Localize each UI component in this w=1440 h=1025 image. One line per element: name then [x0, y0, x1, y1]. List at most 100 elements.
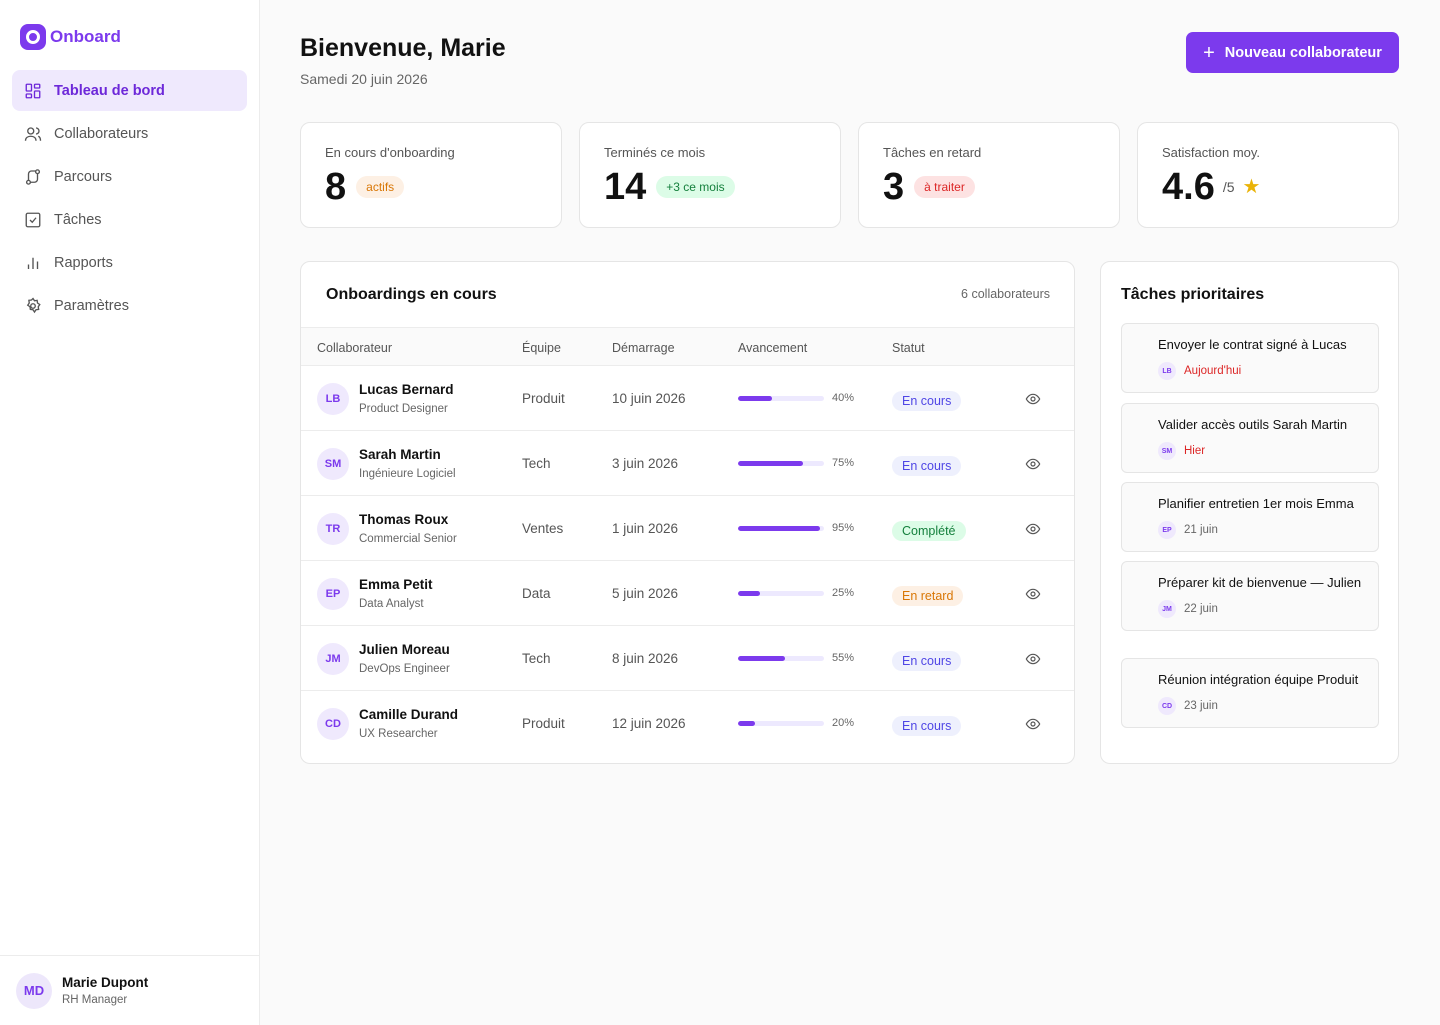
sidebar-item-label: Paramètres — [54, 297, 129, 314]
stat-card-in-progress: En cours d'onboarding 8 actifs — [300, 122, 562, 228]
start-date: 3 juin 2026 — [612, 456, 679, 471]
sidebar-item-parametres[interactable]: Paramètres — [12, 285, 247, 326]
progress-bar — [738, 591, 824, 596]
avatar: MD — [16, 972, 52, 1009]
status-badge: En cours — [892, 651, 962, 671]
plus-icon: + — [1203, 41, 1215, 64]
eye-icon[interactable] — [1025, 521, 1041, 537]
avatar: LB — [1158, 362, 1176, 380]
stat-badge: actifs — [356, 176, 405, 198]
team: Tech — [522, 456, 551, 471]
task-card[interactable]: Envoyer le contrat signé à Lucas LB Aujo… — [1121, 323, 1379, 393]
task-card[interactable]: Réunion intégration équipe Produit CD 23… — [1121, 658, 1379, 728]
collaborator-role: Product Designer — [359, 403, 448, 415]
eye-icon[interactable] — [1025, 456, 1041, 472]
progress-percent: 55% — [832, 652, 855, 664]
avatar: SM — [317, 448, 349, 480]
page-date: Samedi 20 juin 2026 — [300, 71, 428, 87]
task-due: Aujourd'hui — [1184, 365, 1242, 377]
task-due: 21 juin — [1184, 524, 1218, 536]
progress-bar — [738, 721, 824, 726]
table-row[interactable]: JM Julien Moreau DevOps Engineer Tech 8 … — [301, 626, 1074, 691]
table-header: Collaborateur Équipe Démarrage Avancemen… — [301, 327, 1074, 366]
sidebar-nav: Tableau de bord Collaborateurs Parcours … — [12, 70, 247, 328]
progress-bar — [738, 526, 824, 531]
task-title: Envoyer le contrat signé à Lucas — [1158, 337, 1347, 352]
eye-icon[interactable] — [1025, 586, 1041, 602]
progress-percent: 75% — [832, 457, 855, 469]
team: Ventes — [522, 521, 564, 536]
table-body: LB Lucas Bernard Product Designer Produi… — [301, 366, 1074, 756]
users-icon — [24, 125, 42, 143]
collaborator-name: Camille Durand — [359, 707, 459, 722]
sidebar-item-rapports[interactable]: Rapports — [12, 242, 247, 283]
table-row[interactable]: CD Camille Durand UX Researcher Produit … — [301, 691, 1074, 756]
sidebar-item-label: Parcours — [54, 168, 113, 185]
column-header: Équipe — [522, 341, 561, 355]
stat-badge: +3 ce mois — [656, 176, 735, 198]
panel-title: Onboardings en cours — [326, 286, 497, 303]
stat-value: 3 — [883, 166, 905, 208]
task-card[interactable]: Planifier entretien 1er mois Emma EP 21 … — [1121, 482, 1379, 552]
start-date: 12 juin 2026 — [612, 716, 686, 731]
progress-bar — [738, 461, 824, 466]
column-header: Collaborateur — [317, 341, 393, 355]
new-collaborator-label: Nouveau collaborateur — [1224, 44, 1382, 61]
collaborator-name: Thomas Roux — [359, 512, 449, 527]
sidebar-item-tableau-de-bord[interactable]: Tableau de bord — [12, 70, 247, 111]
avatar: CD — [1158, 697, 1176, 715]
avatar: LB — [317, 383, 349, 415]
current-user[interactable]: MD Marie Dupont RH Manager — [0, 955, 259, 1025]
task-card[interactable]: Valider accès outils Sarah Martin SM Hie… — [1121, 403, 1379, 473]
avatar: CD — [317, 708, 349, 740]
task-due: 23 juin — [1184, 700, 1218, 712]
progress-percent: 40% — [832, 392, 855, 404]
avatar: EP — [1158, 521, 1176, 539]
team: Produit — [522, 391, 565, 406]
table-row[interactable]: LB Lucas Bernard Product Designer Produi… — [301, 366, 1074, 431]
stat-value: 8 — [325, 166, 347, 208]
sidebar-item-taches[interactable]: Tâches — [12, 199, 247, 240]
logo-icon — [20, 24, 46, 50]
user-name: Marie Dupont — [62, 975, 149, 990]
priority-tasks-panel: Tâches prioritaires Envoyer le contrat s… — [1100, 261, 1399, 764]
star-icon: ★ — [1242, 176, 1261, 198]
eye-icon[interactable] — [1025, 651, 1041, 667]
grid-icon — [24, 82, 42, 100]
collaborator-name: Sarah Martin — [359, 447, 441, 462]
status-badge: En retard — [892, 586, 964, 606]
task-due: 22 juin — [1184, 603, 1218, 615]
eye-icon[interactable] — [1025, 716, 1041, 732]
avatar: SM — [1158, 442, 1176, 460]
status-badge: En cours — [892, 391, 962, 411]
progress-bar — [738, 396, 824, 401]
stat-suffix: /5 — [1222, 179, 1235, 195]
table-row[interactable]: TR Thomas Roux Commercial Senior Ventes … — [301, 496, 1074, 561]
stat-badge: à traiter — [914, 176, 975, 198]
sidebar: Onboard Tableau de bord Collaborateurs P… — [0, 0, 260, 1025]
brand[interactable]: Onboard — [20, 24, 121, 50]
sidebar-item-parcours[interactable]: Parcours — [12, 156, 247, 197]
collaborator-count: 6 collaborateurs — [961, 287, 1050, 301]
new-collaborator-button[interactable]: + Nouveau collaborateur — [1186, 32, 1399, 73]
collaborator-name: Lucas Bernard — [359, 382, 454, 397]
brand-name: Onboard — [50, 27, 121, 46]
sidebar-item-label: Rapports — [54, 254, 113, 271]
table-row[interactable]: EP Emma Petit Data Analyst Data 5 juin 2… — [301, 561, 1074, 626]
stat-card-overdue: Tâches en retard 3 à traiter — [858, 122, 1120, 228]
eye-icon[interactable] — [1025, 391, 1041, 407]
sidebar-item-label: Tableau de bord — [54, 82, 165, 99]
sidebar-item-collaborateurs[interactable]: Collaborateurs — [12, 113, 247, 154]
task-due: Hier — [1184, 445, 1206, 457]
start-date: 5 juin 2026 — [612, 586, 679, 601]
panel-title: Tâches prioritaires — [1121, 286, 1265, 303]
task-card[interactable]: Préparer kit de bienvenue — Julien JM 22… — [1121, 561, 1379, 631]
gear-icon — [24, 296, 42, 315]
collaborator-role: Commercial Senior — [359, 533, 457, 545]
task-title: Réunion intégration équipe Produit — [1158, 672, 1359, 687]
table-row[interactable]: SM Sarah Martin Ingénieure Logiciel Tech… — [301, 431, 1074, 496]
stat-label: Tâches en retard — [883, 145, 982, 160]
start-date: 8 juin 2026 — [612, 651, 679, 666]
stat-card-completed: Terminés ce mois 14 +3 ce mois — [579, 122, 841, 228]
avatar: EP — [317, 578, 349, 610]
